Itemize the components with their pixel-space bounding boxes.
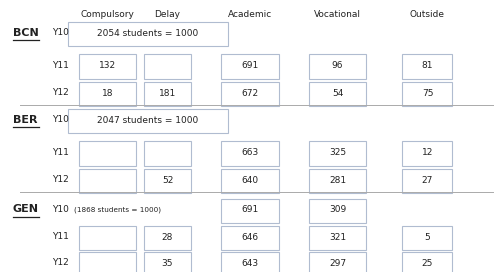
Text: Y12: Y12 <box>52 258 69 267</box>
FancyBboxPatch shape <box>309 169 366 193</box>
FancyBboxPatch shape <box>79 169 136 193</box>
FancyBboxPatch shape <box>68 109 228 133</box>
FancyBboxPatch shape <box>144 141 192 166</box>
Text: 81: 81 <box>422 61 433 70</box>
Text: (1868 students = 1000): (1868 students = 1000) <box>74 207 161 213</box>
Text: 646: 646 <box>242 233 258 242</box>
Text: 28: 28 <box>162 233 173 242</box>
Text: 2054 students = 1000: 2054 students = 1000 <box>97 29 198 38</box>
Text: Vocational: Vocational <box>314 10 361 18</box>
Text: 643: 643 <box>242 258 258 268</box>
FancyBboxPatch shape <box>79 54 136 79</box>
FancyBboxPatch shape <box>221 226 279 250</box>
Text: 640: 640 <box>242 175 258 185</box>
FancyBboxPatch shape <box>144 82 192 106</box>
Text: 35: 35 <box>162 258 173 268</box>
Text: 75: 75 <box>422 88 433 98</box>
FancyBboxPatch shape <box>68 22 228 46</box>
FancyBboxPatch shape <box>221 82 279 106</box>
Text: Academic: Academic <box>228 10 272 18</box>
Text: 672: 672 <box>242 88 258 98</box>
FancyBboxPatch shape <box>221 141 279 166</box>
FancyBboxPatch shape <box>309 54 366 79</box>
FancyBboxPatch shape <box>402 82 452 106</box>
FancyBboxPatch shape <box>402 226 452 250</box>
Text: 325: 325 <box>329 148 346 157</box>
FancyBboxPatch shape <box>79 82 136 106</box>
Text: Outside: Outside <box>410 10 445 18</box>
Text: 96: 96 <box>332 61 343 70</box>
FancyBboxPatch shape <box>144 252 192 272</box>
Text: Y10: Y10 <box>52 205 70 214</box>
Text: Y11: Y11 <box>52 232 70 241</box>
Text: 132: 132 <box>99 61 116 70</box>
FancyBboxPatch shape <box>221 169 279 193</box>
Text: 54: 54 <box>332 88 343 98</box>
FancyBboxPatch shape <box>309 252 366 272</box>
Text: Y10: Y10 <box>52 28 70 37</box>
Text: Y11: Y11 <box>52 61 70 70</box>
FancyBboxPatch shape <box>402 54 452 79</box>
Text: 25: 25 <box>422 258 433 268</box>
FancyBboxPatch shape <box>309 141 366 166</box>
FancyBboxPatch shape <box>309 199 366 223</box>
Text: 297: 297 <box>329 258 346 268</box>
Text: 2047 students = 1000: 2047 students = 1000 <box>97 116 198 125</box>
Text: 321: 321 <box>329 233 346 242</box>
FancyBboxPatch shape <box>221 54 279 79</box>
FancyBboxPatch shape <box>79 252 136 272</box>
FancyBboxPatch shape <box>402 141 452 166</box>
Text: 52: 52 <box>162 175 173 185</box>
FancyBboxPatch shape <box>144 54 192 79</box>
Text: Compulsory: Compulsory <box>80 10 134 18</box>
Text: GEN: GEN <box>12 205 38 214</box>
Text: Y10: Y10 <box>52 115 70 124</box>
Text: 691: 691 <box>242 205 258 215</box>
Text: 691: 691 <box>242 61 258 70</box>
FancyBboxPatch shape <box>309 226 366 250</box>
Text: 281: 281 <box>329 175 346 185</box>
FancyBboxPatch shape <box>221 252 279 272</box>
Text: 5: 5 <box>424 233 430 242</box>
Text: 12: 12 <box>422 148 433 157</box>
Text: Y12: Y12 <box>52 175 69 184</box>
Text: 18: 18 <box>102 88 113 98</box>
Text: 181: 181 <box>159 88 176 98</box>
FancyBboxPatch shape <box>309 82 366 106</box>
Text: BCN: BCN <box>12 28 38 38</box>
FancyBboxPatch shape <box>79 226 136 250</box>
Text: 309: 309 <box>329 205 346 215</box>
Text: Y11: Y11 <box>52 148 70 157</box>
FancyBboxPatch shape <box>144 169 192 193</box>
FancyBboxPatch shape <box>402 252 452 272</box>
Text: Delay: Delay <box>154 10 180 18</box>
FancyBboxPatch shape <box>79 141 136 166</box>
Text: 663: 663 <box>242 148 258 157</box>
Text: Y12: Y12 <box>52 88 69 97</box>
FancyBboxPatch shape <box>402 169 452 193</box>
Text: BER: BER <box>12 115 37 125</box>
FancyBboxPatch shape <box>221 199 279 223</box>
Text: 27: 27 <box>422 175 433 185</box>
FancyBboxPatch shape <box>144 226 192 250</box>
